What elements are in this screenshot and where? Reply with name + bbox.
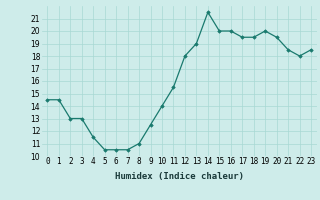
X-axis label: Humidex (Indice chaleur): Humidex (Indice chaleur) [115, 172, 244, 181]
